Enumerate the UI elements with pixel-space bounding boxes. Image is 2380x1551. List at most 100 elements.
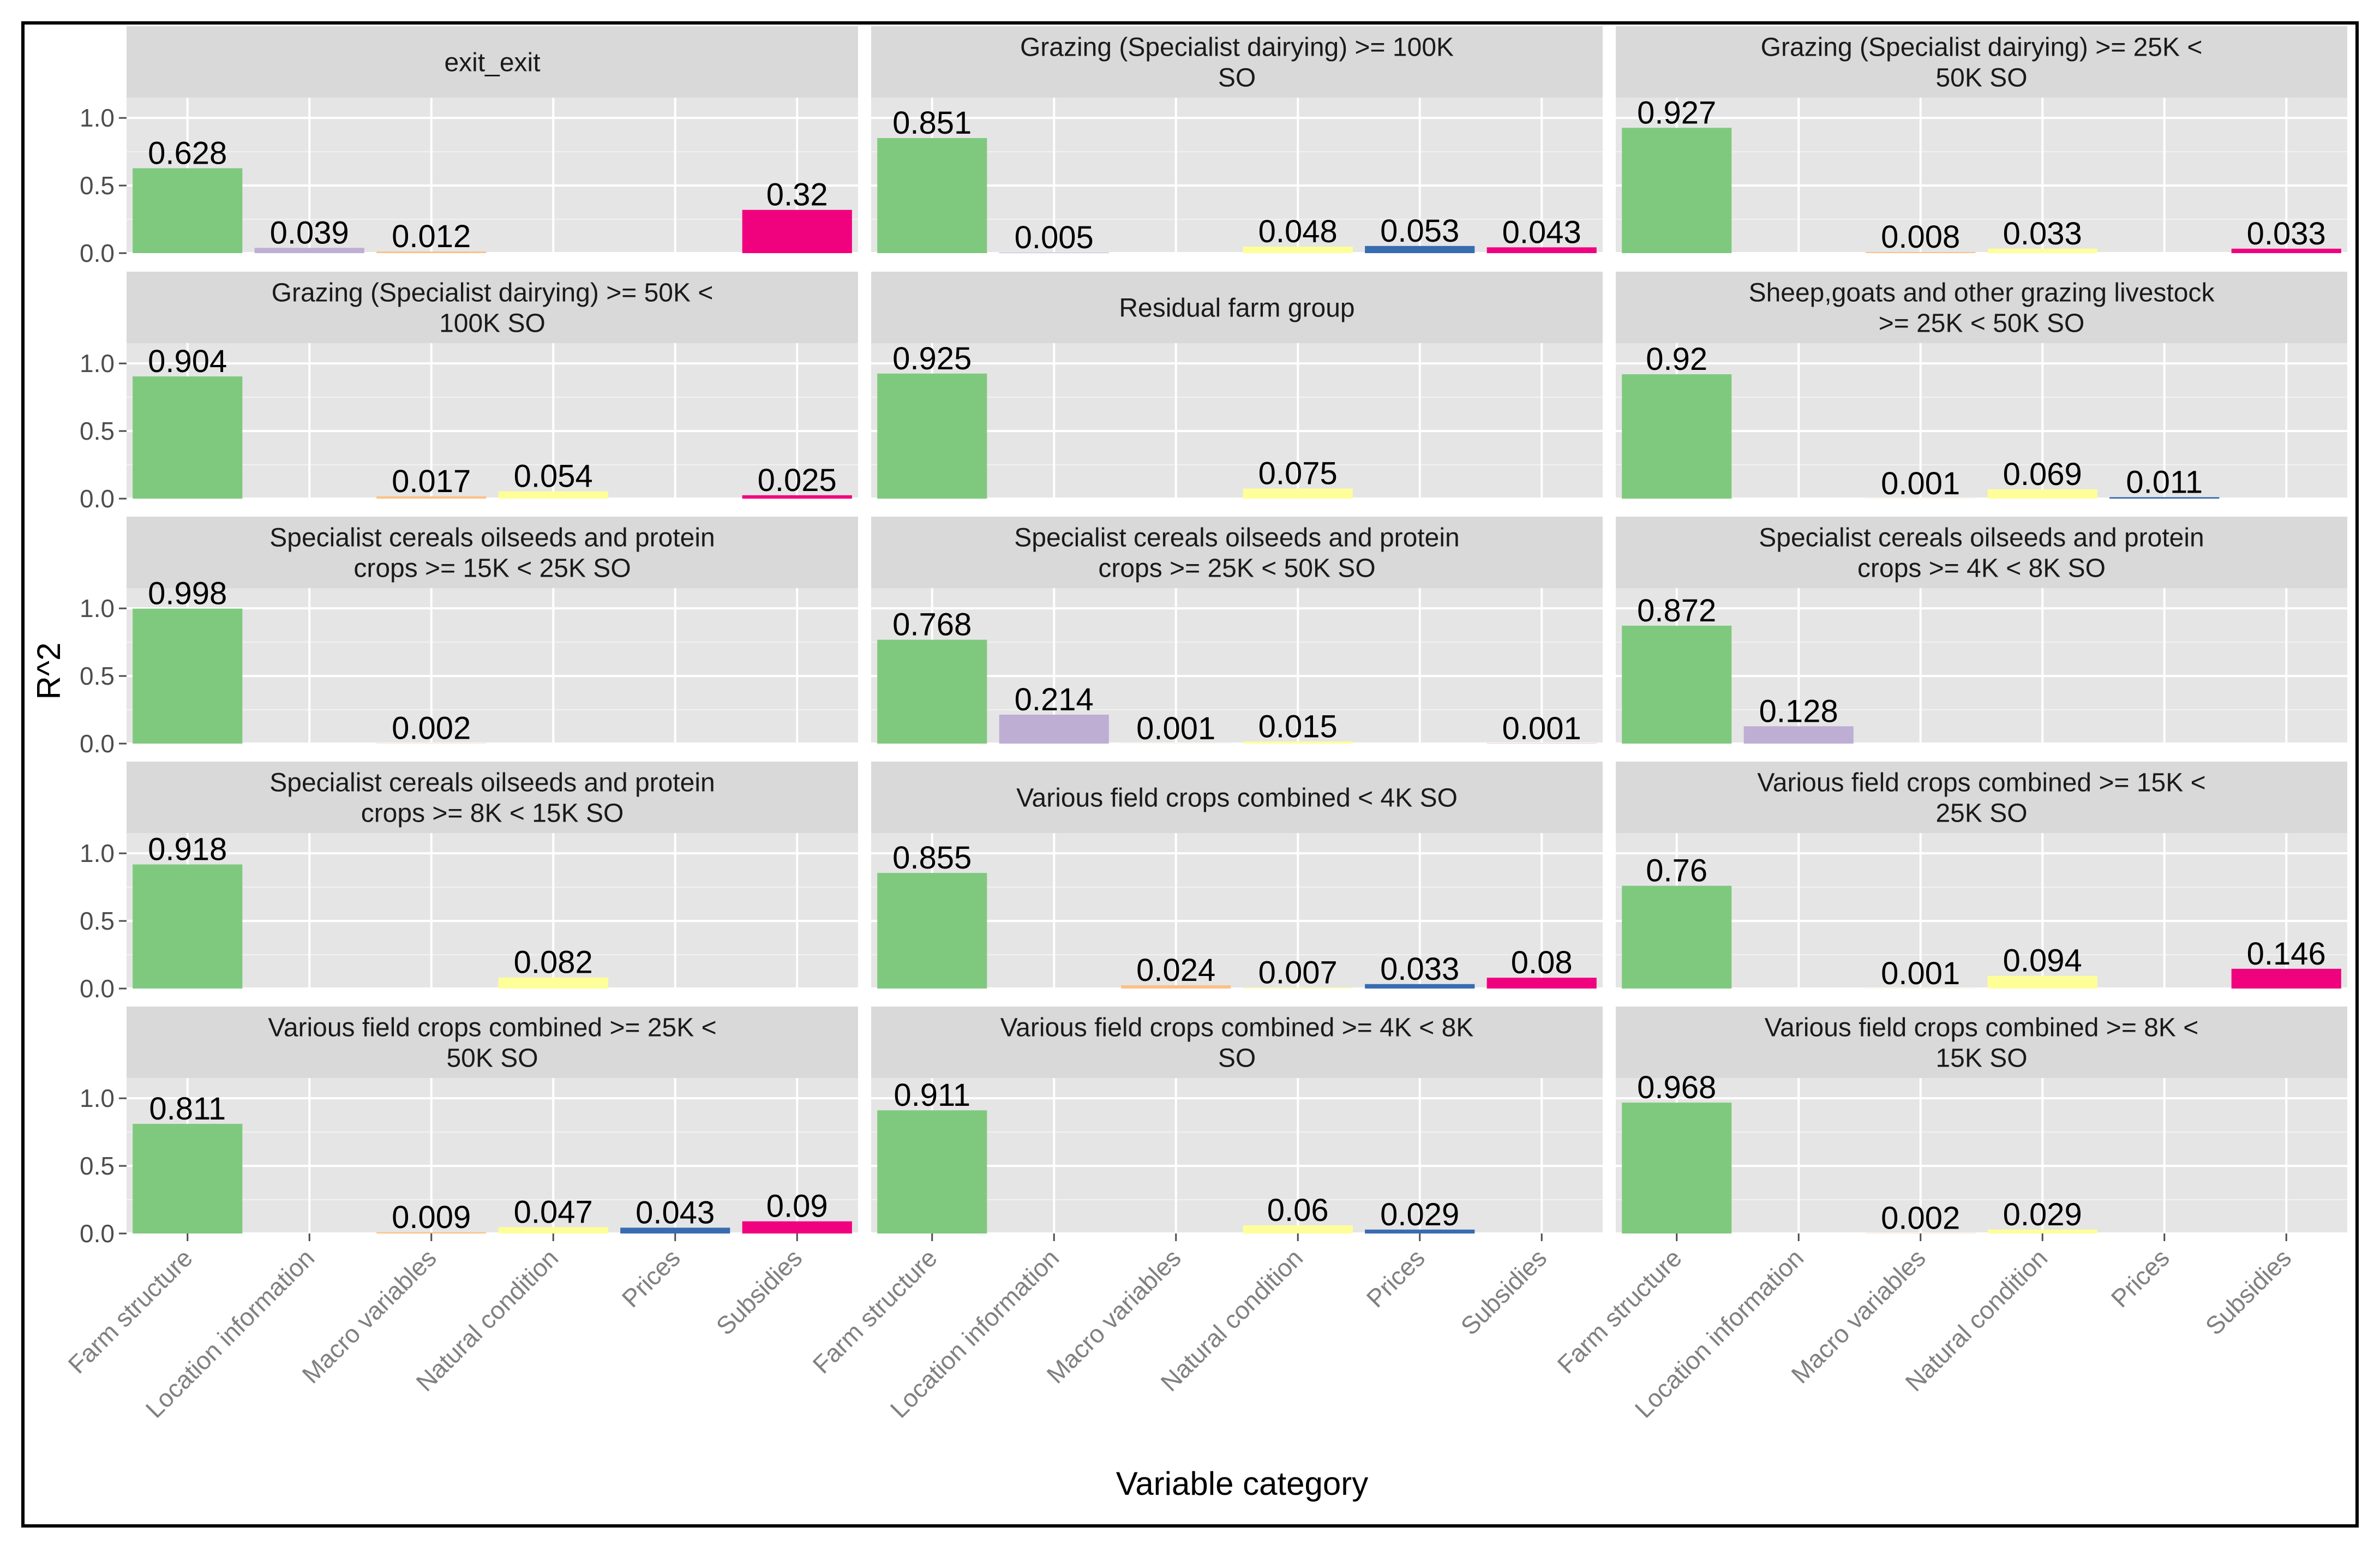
data-label: 0.043 bbox=[1502, 214, 1581, 250]
panel-title: Grazing (Specialist dairying) >= 100K bbox=[1020, 33, 1454, 62]
bar bbox=[999, 714, 1109, 744]
panel-strip bbox=[871, 1007, 1603, 1078]
panel-title: Various field crops combined >= 25K < bbox=[268, 1014, 716, 1043]
data-label: 0.008 bbox=[1881, 219, 1960, 255]
panel-strip bbox=[127, 1007, 858, 1078]
panel-title: 50K SO bbox=[446, 1044, 538, 1073]
x-tick-label: Farm structure bbox=[1552, 1243, 1687, 1379]
panel-background bbox=[871, 343, 1603, 499]
data-label: 0.053 bbox=[1380, 213, 1459, 249]
bar bbox=[742, 209, 852, 253]
bar bbox=[1743, 726, 1854, 744]
y-tick-label: 0.5 bbox=[80, 662, 115, 690]
panel-strip bbox=[871, 272, 1603, 343]
bar bbox=[1622, 625, 1732, 744]
y-tick-label: 0.0 bbox=[80, 974, 115, 1003]
panel-background bbox=[127, 98, 858, 253]
data-label: 0.039 bbox=[270, 215, 349, 250]
data-label: 0.069 bbox=[2003, 457, 2082, 492]
data-label: 0.927 bbox=[1637, 95, 1716, 130]
bar bbox=[742, 495, 852, 499]
data-label: 0.024 bbox=[1136, 953, 1215, 988]
data-label: 0.011 bbox=[2126, 464, 2203, 500]
data-label: 0.029 bbox=[1380, 1197, 1459, 1232]
data-label: 0.094 bbox=[2003, 943, 2082, 979]
bar bbox=[376, 496, 487, 499]
bar bbox=[1243, 1225, 1353, 1233]
panel-title: Specialist cereals oilseeds and protein bbox=[269, 524, 715, 553]
bar bbox=[2231, 968, 2341, 989]
y-tick-label: 1.0 bbox=[80, 839, 115, 867]
bar bbox=[1365, 245, 1475, 253]
bar bbox=[1987, 1229, 2097, 1233]
data-label: 0.08 bbox=[1511, 945, 1573, 980]
bar bbox=[1987, 489, 2097, 499]
data-label: 0.001 bbox=[1881, 466, 1960, 501]
panel-title: Various field crops combined >= 8K < bbox=[1765, 1014, 2199, 1043]
data-label: 0.811 bbox=[149, 1091, 226, 1127]
panel-title: SO bbox=[1218, 1044, 1256, 1073]
panel-title: Grazing (Specialist dairying) >= 25K < bbox=[1761, 33, 2203, 62]
bar bbox=[877, 873, 987, 989]
data-label: 0.025 bbox=[758, 463, 837, 498]
bar bbox=[1622, 128, 1732, 253]
panel-strip bbox=[1616, 762, 2347, 833]
panel-title: Specialist cereals oilseeds and protein bbox=[1014, 524, 1459, 553]
data-label: 0.904 bbox=[148, 344, 227, 379]
data-label: 0.015 bbox=[1258, 709, 1338, 744]
bar bbox=[1987, 975, 2097, 989]
x-tick-label: Farm structure bbox=[807, 1243, 943, 1379]
x-tick-label: Prices bbox=[1361, 1243, 1430, 1313]
bar bbox=[1243, 987, 1353, 989]
panel-background bbox=[1616, 833, 2347, 989]
y-tick-label: 0.0 bbox=[80, 729, 115, 758]
bar bbox=[1866, 252, 1976, 253]
bar bbox=[1987, 248, 2097, 253]
y-tick-label: 1.0 bbox=[80, 1084, 115, 1112]
bar bbox=[1622, 885, 1732, 989]
data-label: 0.007 bbox=[1258, 955, 1338, 990]
x-tick-label: Subsidies bbox=[2200, 1243, 2297, 1340]
y-tick-label: 0.5 bbox=[80, 417, 115, 445]
bar bbox=[1121, 985, 1231, 989]
bar bbox=[133, 608, 243, 744]
panel-strip bbox=[1616, 1007, 2347, 1078]
y-tick-label: 0.5 bbox=[80, 907, 115, 935]
panel-title: >= 25K < 50K SO bbox=[1879, 309, 2085, 338]
data-label: 0.033 bbox=[1380, 951, 1459, 987]
panel-title: 25K SO bbox=[1935, 799, 2027, 828]
y-tick-label: 1.0 bbox=[80, 349, 115, 378]
panel-title: crops >= 8K < 15K SO bbox=[361, 799, 624, 828]
bar bbox=[877, 1110, 987, 1233]
data-label: 0.872 bbox=[1637, 593, 1716, 628]
bar bbox=[1243, 488, 1353, 499]
bar bbox=[742, 1221, 852, 1233]
data-label: 0.002 bbox=[1881, 1201, 1960, 1236]
bar bbox=[877, 373, 987, 499]
y-axis-title: R^2 bbox=[31, 643, 67, 700]
data-label: 0.911 bbox=[894, 1077, 970, 1113]
panel-background bbox=[127, 833, 858, 989]
data-label: 0.768 bbox=[892, 607, 972, 643]
panel-background bbox=[1616, 1078, 2347, 1233]
panel-title: Various field crops combined < 4K SO bbox=[1016, 784, 1458, 813]
bar bbox=[133, 376, 243, 499]
y-tick-label: 0.0 bbox=[80, 484, 115, 513]
data-label: 0.918 bbox=[148, 831, 227, 867]
data-label: 0.001 bbox=[1502, 711, 1581, 746]
bar bbox=[498, 491, 608, 499]
panel-background bbox=[871, 833, 1603, 989]
data-label: 0.146 bbox=[2247, 936, 2326, 972]
panel-background bbox=[127, 1078, 858, 1233]
panel-background bbox=[1616, 98, 2347, 253]
panel-background bbox=[871, 588, 1603, 744]
panel-background bbox=[1616, 343, 2347, 499]
panel-strip bbox=[1616, 272, 2347, 343]
panel-background bbox=[871, 98, 1603, 253]
bar bbox=[1365, 1229, 1475, 1233]
data-label: 0.017 bbox=[392, 464, 471, 499]
panel-strip bbox=[127, 26, 858, 98]
bar bbox=[498, 1227, 608, 1233]
panel-background bbox=[127, 343, 858, 499]
